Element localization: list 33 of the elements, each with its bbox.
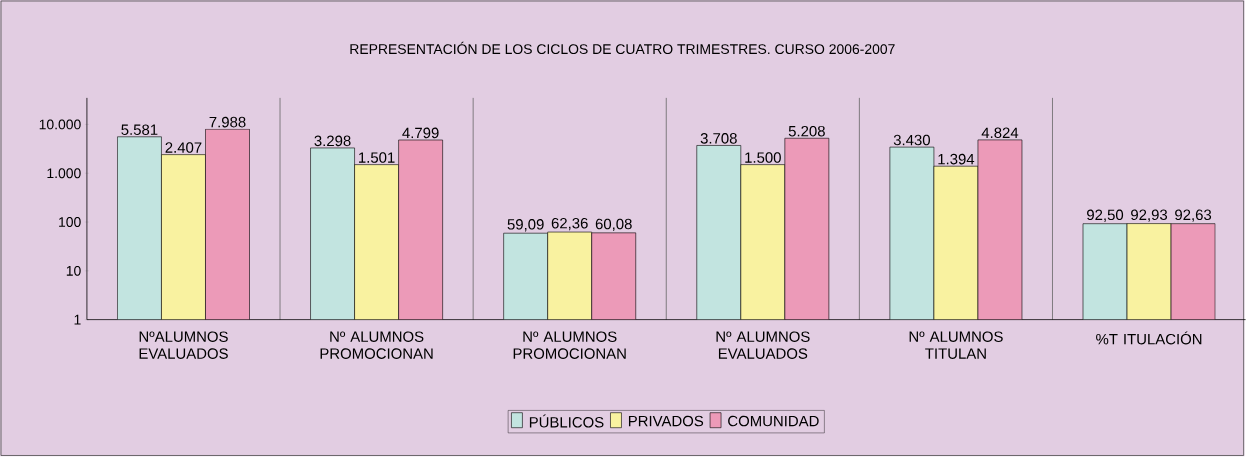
data-label: 4.824 xyxy=(981,127,1019,139)
y-tick-label: 10.000 xyxy=(39,119,81,130)
x-tick-label: Nº ALUMNOS EVALUADOS xyxy=(716,331,810,360)
data-label: 4.799 xyxy=(402,127,439,139)
chart-title: REPRESENTACIÓN DE LOS CICLOS DE CUATRO TRIMESTRES. CURSO 2006-2007 xyxy=(350,42,895,55)
legend-label: COMUNIDAD xyxy=(728,415,819,427)
x-tick-label: Nº ALUMNOS PROMOCIONAN xyxy=(513,331,626,360)
data-label: 3.708 xyxy=(700,133,737,144)
y-tick-label: 1 xyxy=(74,315,81,325)
data-label: 92,93 xyxy=(1131,209,1168,223)
x-tick-label: %T ITULACIÓN xyxy=(1096,331,1202,345)
legend-label: PÚBLICOS xyxy=(529,414,604,428)
x-tick-label: Nº ALUMNOS TITULAN xyxy=(909,331,1003,360)
x-tick-label: NºALUMNOS EVALUADOS xyxy=(139,331,228,360)
data-label: 92,50 xyxy=(1087,209,1124,223)
data-label: 3.298 xyxy=(314,135,351,147)
data-label: 5.581 xyxy=(121,124,158,136)
data-label: 92,63 xyxy=(1175,209,1212,223)
data-label: 1.500 xyxy=(745,152,781,164)
data-label: 59,09 xyxy=(507,219,544,232)
x-tick-label: Nº ALUMNOS PROMOCIONAN xyxy=(320,331,433,360)
data-label: 60,08 xyxy=(595,218,632,232)
data-label: 62,36 xyxy=(551,218,588,231)
legend-label: PRIVADOS xyxy=(628,415,704,427)
data-label: 3.430 xyxy=(893,134,930,146)
data-label: 7.988 xyxy=(209,117,246,128)
y-tick-label: 100 xyxy=(59,217,81,228)
y-tick-label: 10 xyxy=(66,266,81,277)
data-label: 5.208 xyxy=(788,126,825,137)
data-label: 1.501 xyxy=(359,152,395,164)
data-label: 2.407 xyxy=(165,142,202,154)
y-tick-label: 1.000 xyxy=(47,168,81,179)
data-label: 1.394 xyxy=(938,154,975,165)
